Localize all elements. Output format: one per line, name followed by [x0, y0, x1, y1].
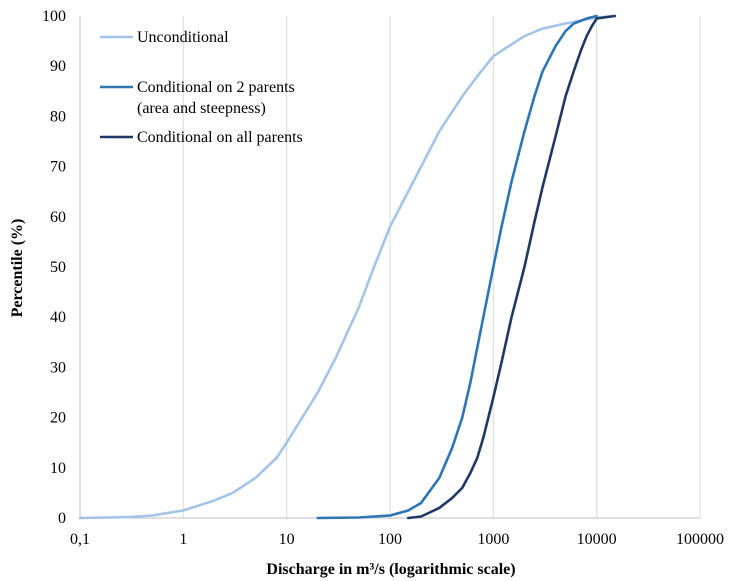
- x-tick-label: 0,1: [70, 531, 90, 548]
- series-line-2: [316, 14, 598, 520]
- y-tick-label: 70: [50, 159, 66, 176]
- y-tick-label: 50: [50, 259, 66, 276]
- y-tick-label: 0: [58, 510, 66, 527]
- x-tick-label: 1: [179, 531, 187, 548]
- series-line-1: [78, 14, 617, 520]
- legend-label-line: Conditional on 2 parents: [137, 79, 295, 96]
- x-axis-title: Discharge in m³/s (logarithmic scale): [266, 561, 515, 578]
- legend-label-2: Conditional on 2 parents (area and steepn…: [137, 79, 295, 117]
- x-tick-label: 100000: [676, 531, 724, 548]
- series-lines: [78, 14, 617, 520]
- legend-label-1: Unconditional: [137, 29, 229, 46]
- x-tick-label: 10: [279, 531, 295, 548]
- legend: Unconditional Conditional on 2 parents (ar…: [100, 29, 303, 146]
- y-tick-label: 20: [50, 410, 66, 427]
- y-tick-label: 100: [42, 8, 66, 25]
- series-line-3: [406, 14, 617, 520]
- legend-label-3: Conditional on all parents: [137, 129, 303, 146]
- y-tick-label: 90: [50, 58, 66, 75]
- y-tick-label: 80: [50, 108, 66, 125]
- y-tick-label: 30: [50, 359, 66, 376]
- tick-labels: 0 10 20 30 40 50 60 70 80 90 100 0,1 1 10 100 1000 10000…: [42, 8, 724, 548]
- legend-label-line: Unconditional: [137, 29, 229, 46]
- x-tick-label: 100: [378, 531, 402, 548]
- legend-label-line: (area and steepness): [137, 100, 266, 117]
- y-tick-label: 40: [50, 309, 66, 326]
- y-tick-label: 60: [50, 209, 66, 226]
- y-tick-label: 10: [50, 460, 66, 477]
- axes: [79, 16, 700, 519]
- x-tick-label: 10000: [577, 531, 617, 548]
- x-tick-label: 1000: [477, 531, 509, 548]
- y-axis-title: Percentile (%): [9, 219, 26, 318]
- legend-label-line: Conditional on all parents: [137, 129, 303, 146]
- vertical-gridlines: [182, 16, 701, 518]
